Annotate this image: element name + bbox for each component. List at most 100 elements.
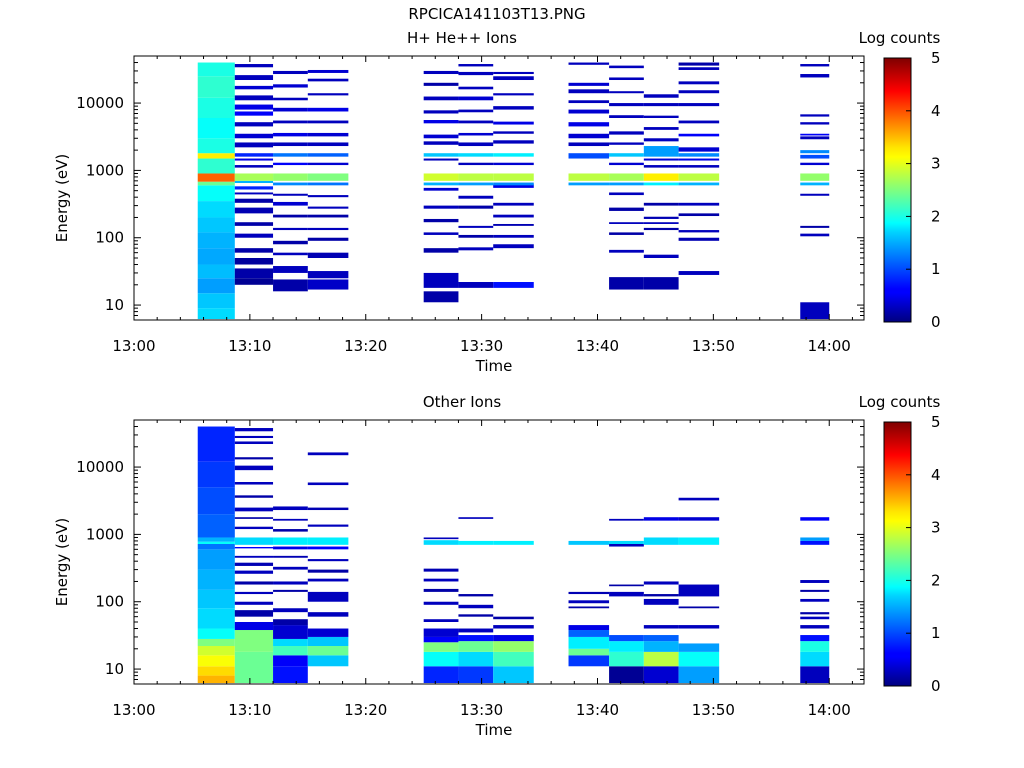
heat-cell bbox=[307, 237, 349, 241]
heat-cell bbox=[800, 114, 830, 117]
heat-cell bbox=[234, 153, 274, 157]
heat-cell bbox=[197, 646, 235, 656]
heat-cell bbox=[800, 136, 830, 140]
heat-cell bbox=[307, 153, 349, 157]
heat-cell bbox=[423, 619, 459, 622]
heat-cell bbox=[493, 641, 534, 652]
heat-cell bbox=[643, 254, 679, 258]
heat-cell bbox=[423, 218, 459, 223]
heat-cell bbox=[234, 495, 274, 498]
heat-cell bbox=[493, 666, 534, 684]
heat-cell bbox=[458, 517, 494, 519]
heat-cell bbox=[643, 173, 679, 181]
heat-cell bbox=[568, 606, 610, 609]
heat-cell bbox=[458, 614, 494, 617]
heat-cell bbox=[458, 225, 494, 228]
heat-cell bbox=[234, 435, 274, 439]
heat-cell bbox=[307, 120, 349, 124]
x-tick-label: 14:00 bbox=[808, 337, 851, 355]
heat-cell bbox=[197, 232, 235, 249]
heat-cell bbox=[273, 638, 308, 647]
heat-cell bbox=[493, 76, 534, 81]
heat-cell bbox=[609, 232, 644, 235]
heat-cell bbox=[307, 78, 349, 82]
colorbar-tick-label: 5 bbox=[931, 49, 941, 67]
heat-cell bbox=[234, 257, 274, 265]
heat-cell bbox=[273, 227, 308, 231]
heat-cell bbox=[307, 452, 349, 456]
heat-cell bbox=[197, 153, 235, 159]
colorbar-tick-label: 1 bbox=[931, 260, 941, 278]
heat-cell bbox=[307, 195, 349, 198]
heat-cell bbox=[234, 526, 274, 530]
heat-cell bbox=[273, 555, 308, 558]
heat-cell bbox=[568, 109, 610, 114]
heat-cell bbox=[458, 628, 494, 633]
heat-cell bbox=[307, 69, 349, 73]
heat-cell bbox=[568, 142, 610, 147]
heat-cell bbox=[568, 62, 610, 65]
heat-cell bbox=[458, 540, 494, 545]
heat-cell bbox=[273, 666, 308, 684]
heat-cell bbox=[609, 182, 644, 186]
heat-cell bbox=[234, 180, 274, 183]
colorbar-tick-label: 0 bbox=[931, 313, 941, 331]
heat-cell bbox=[800, 150, 830, 154]
heat-cell bbox=[643, 94, 679, 98]
heat-cell bbox=[423, 232, 459, 235]
heat-cell bbox=[678, 153, 720, 157]
heat-cell bbox=[234, 75, 274, 81]
heat-cell bbox=[234, 441, 274, 445]
heat-cell bbox=[568, 122, 610, 127]
heat-cell bbox=[800, 225, 830, 228]
heat-cell bbox=[307, 279, 349, 290]
heat-cell bbox=[493, 223, 534, 226]
heat-cell bbox=[307, 507, 349, 511]
heat-cell bbox=[678, 81, 720, 85]
heat-cell bbox=[609, 222, 644, 224]
heat-cell bbox=[609, 131, 644, 135]
heat-cell bbox=[234, 546, 274, 549]
heat-cell bbox=[423, 636, 459, 643]
heat-cell bbox=[493, 651, 534, 667]
heat-cell bbox=[234, 173, 274, 181]
heat-cell bbox=[197, 201, 235, 218]
heat-cell bbox=[458, 247, 494, 251]
heat-cell bbox=[458, 182, 494, 186]
heat-cell bbox=[307, 546, 349, 550]
heat-cell bbox=[273, 589, 308, 592]
heat-cell bbox=[197, 158, 235, 174]
heat-cell bbox=[643, 138, 679, 142]
heat-cell bbox=[234, 278, 274, 285]
heat-cell bbox=[678, 182, 720, 186]
heat-cell bbox=[234, 165, 274, 168]
heat-cell bbox=[678, 147, 720, 152]
heat-cell bbox=[493, 93, 534, 96]
heat-cell bbox=[643, 666, 679, 684]
heat-cell bbox=[678, 625, 720, 629]
heat-cell bbox=[800, 537, 830, 541]
heat-cell bbox=[234, 465, 274, 471]
heat-cell bbox=[800, 589, 830, 592]
heat-cell bbox=[307, 559, 349, 562]
heat-cell bbox=[609, 103, 644, 107]
heat-cell bbox=[493, 202, 534, 206]
heat-cell bbox=[273, 142, 308, 147]
heat-cell bbox=[307, 628, 349, 637]
heat-cell bbox=[800, 74, 830, 78]
heat-cell bbox=[273, 655, 308, 667]
heat-cell bbox=[423, 205, 459, 209]
heat-cell bbox=[800, 598, 830, 602]
heat-cell bbox=[458, 641, 494, 652]
heat-cell bbox=[197, 675, 235, 684]
heat-cell bbox=[609, 540, 644, 545]
heat-cell bbox=[423, 141, 459, 145]
heat-cell bbox=[307, 132, 349, 137]
heat-cell bbox=[197, 426, 235, 462]
heat-cell bbox=[197, 293, 235, 309]
heat-cell bbox=[458, 71, 494, 76]
heat-cell bbox=[273, 214, 308, 218]
heat-cell bbox=[609, 518, 644, 521]
heat-cell bbox=[800, 517, 830, 521]
x-tick-label: 14:00 bbox=[808, 701, 851, 719]
